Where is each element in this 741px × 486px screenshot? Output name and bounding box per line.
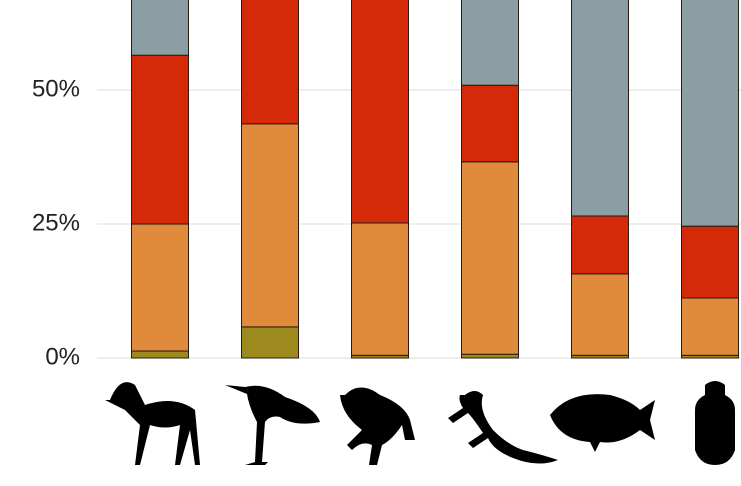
bar-segment xyxy=(681,297,739,356)
bar-segment xyxy=(241,123,299,328)
bird-icon xyxy=(225,385,320,465)
bar-segment xyxy=(681,225,739,299)
bar-segment xyxy=(461,0,519,86)
lizard-icon xyxy=(448,391,558,464)
frog-icon xyxy=(340,387,415,465)
bar-segment xyxy=(571,0,629,217)
bar-segment xyxy=(131,350,189,359)
silhouettes xyxy=(105,373,735,465)
bar-segment xyxy=(461,353,519,359)
y-tick-label: 50% xyxy=(32,75,80,102)
bar-segment xyxy=(241,0,299,125)
antelope-icon xyxy=(105,373,200,465)
bar-segment xyxy=(131,223,189,352)
bar-segment xyxy=(571,273,629,356)
bar-segment xyxy=(461,161,519,355)
axis: 0% 25% 50% xyxy=(32,75,741,370)
plot xyxy=(131,0,739,359)
y-tick-label: 25% xyxy=(32,209,80,236)
bar-segment xyxy=(131,0,189,56)
bar-segment xyxy=(681,0,739,227)
bar-segment xyxy=(351,222,409,356)
y-tick-label: 0% xyxy=(45,343,80,370)
bar-segment xyxy=(131,54,189,225)
bar-segment xyxy=(571,215,629,275)
bar-segment xyxy=(461,84,519,163)
bar-segment xyxy=(351,0,409,224)
beetle-icon xyxy=(695,381,735,465)
fish-icon xyxy=(550,394,655,452)
bar-segment xyxy=(241,326,299,359)
